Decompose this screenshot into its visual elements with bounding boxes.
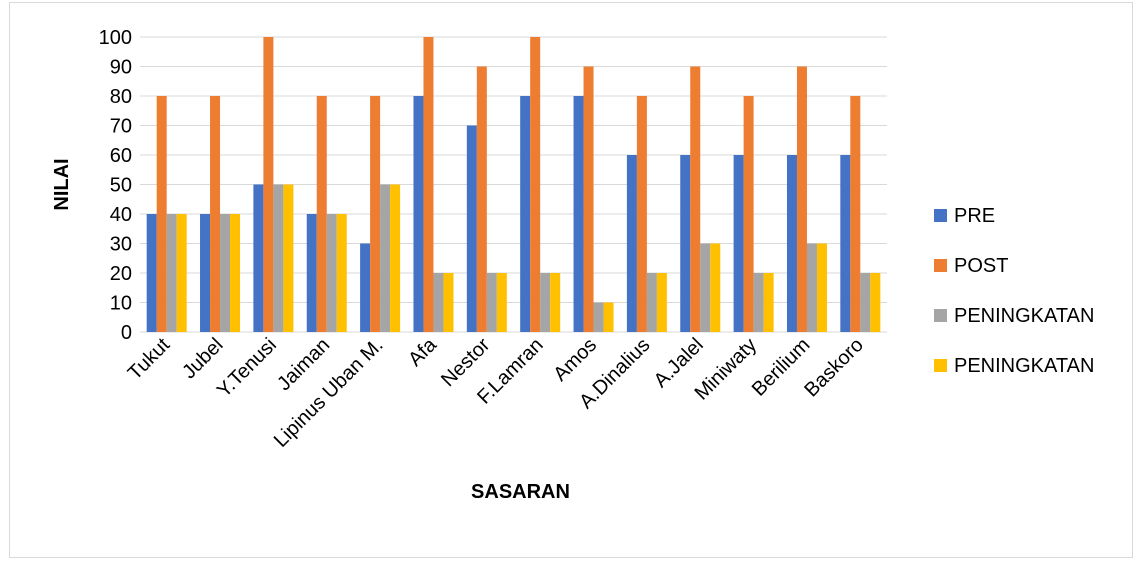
x-tick-label: Y.Tenusi: [213, 334, 281, 402]
y-tick-label: 0: [121, 322, 132, 344]
y-tick-label: 20: [110, 263, 132, 285]
bar: [336, 214, 347, 332]
bar: [840, 155, 851, 332]
bar: [656, 273, 667, 332]
bar: [423, 37, 434, 332]
bar: [743, 96, 754, 332]
bar: [710, 243, 721, 332]
bar: [146, 214, 157, 332]
bar: [210, 96, 221, 332]
legend-swatch: [934, 259, 947, 272]
x-tick-label: Afa: [404, 333, 441, 370]
y-tick-labels: 0 10 20 30 40 50 60 70 80 90 100: [99, 27, 132, 344]
bar: [860, 273, 871, 332]
bar: [550, 273, 561, 332]
bars: [146, 37, 881, 332]
x-tick-label: Baskoro: [800, 334, 867, 401]
bar: [626, 155, 637, 332]
bar: [763, 273, 774, 332]
bar: [263, 37, 274, 332]
bar: [390, 184, 401, 332]
bar: [200, 214, 211, 332]
bar: [806, 243, 817, 332]
bar: [583, 66, 594, 332]
bar: [230, 214, 241, 332]
legend-label: PENINGKATAN: [954, 355, 1094, 377]
legend-swatch: [934, 309, 947, 322]
bar: [486, 273, 497, 332]
y-tick-label: 100: [99, 27, 132, 49]
bar: [466, 125, 477, 332]
bar: [360, 243, 371, 332]
bar: [443, 273, 454, 332]
bar: [796, 66, 807, 332]
bar: [700, 243, 711, 332]
x-tick-label: Amos: [549, 334, 601, 386]
bar: [156, 96, 167, 332]
bar: [850, 96, 861, 332]
bar: [733, 155, 744, 332]
bar: [593, 302, 604, 332]
bar: [166, 214, 177, 332]
bar: [753, 273, 764, 332]
bar: [573, 96, 584, 332]
bar: [476, 66, 487, 332]
y-tick-label: 40: [110, 204, 132, 226]
bar: [816, 243, 827, 332]
y-tick-label: 80: [110, 86, 132, 108]
legend-label: POST: [954, 255, 1008, 277]
bar: [636, 96, 647, 332]
bar: [540, 273, 551, 332]
bar: [316, 96, 327, 332]
legend-label: PENINGKATAN: [954, 305, 1094, 327]
bar: [646, 273, 657, 332]
bar: [870, 273, 881, 332]
legend-label: PRE: [954, 205, 995, 227]
bar: [283, 184, 294, 332]
gridlines: [140, 36, 887, 333]
bar: [306, 214, 317, 332]
x-tick-label: Jubel: [178, 334, 227, 383]
bar: [326, 214, 337, 332]
bar: [520, 96, 531, 332]
y-tick-label: 70: [110, 116, 132, 138]
y-tick-label: 60: [110, 145, 132, 167]
bar: [603, 302, 614, 332]
bar: [433, 273, 444, 332]
bar: [253, 184, 264, 332]
y-tick-label: 30: [110, 234, 132, 256]
bar: [370, 96, 381, 332]
legend: PRE POST PENINGKATAN PENINGKATAN: [934, 205, 1094, 377]
x-axis-title: SASARAN: [471, 481, 570, 503]
bar: [380, 184, 391, 332]
bar: [220, 214, 231, 332]
bar: [273, 184, 284, 332]
chart-frame: [9, 2, 1133, 558]
bar: [176, 214, 187, 332]
bar: [690, 66, 701, 332]
y-tick-label: 90: [110, 57, 132, 79]
bar: [680, 155, 691, 332]
bar: [786, 155, 797, 332]
legend-swatch: [934, 209, 947, 222]
y-tick-label: 50: [110, 175, 132, 197]
y-tick-label: 10: [110, 293, 132, 315]
legend-swatch: [934, 359, 947, 372]
bar: [413, 96, 424, 332]
bar: [530, 37, 541, 332]
bar: [496, 273, 507, 332]
y-axis-title: NILAI: [51, 158, 73, 210]
